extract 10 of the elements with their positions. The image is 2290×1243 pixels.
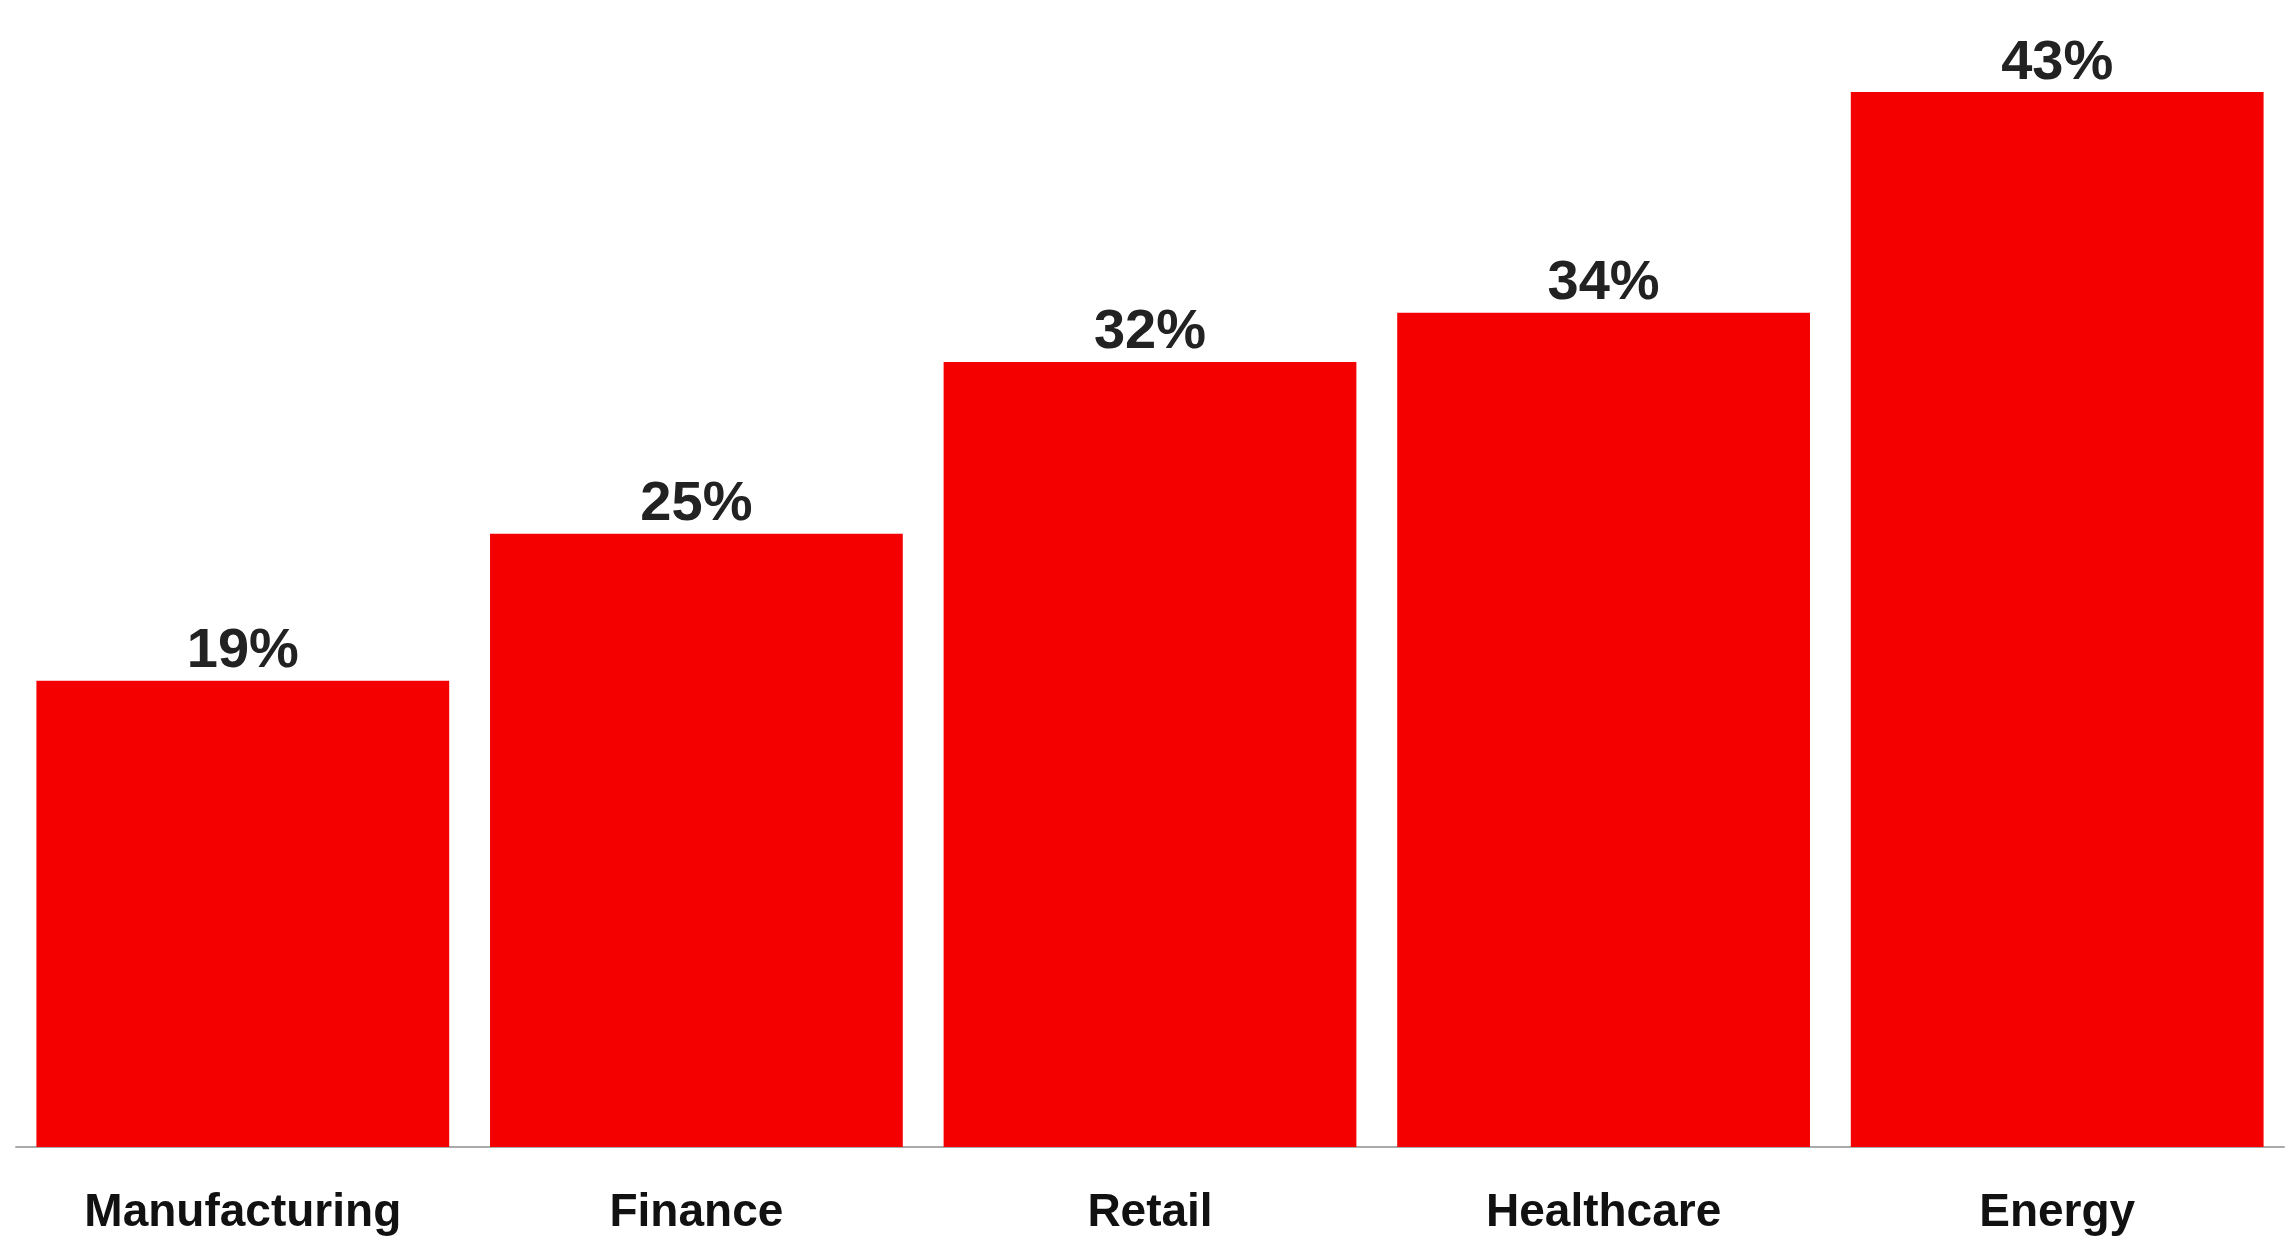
x-tick-label: Manufacturing	[84, 1184, 402, 1236]
data-label: 43%	[2001, 27, 2114, 91]
data-label: 32%	[1093, 297, 1207, 361]
data-label: 25%	[640, 469, 753, 533]
x-tick-label: Finance	[609, 1184, 784, 1236]
data-label: 19%	[186, 616, 299, 680]
x-tick-label: Retail	[1087, 1184, 1213, 1236]
x-tick-label: Healthcare	[1485, 1184, 1722, 1236]
data-label: 34%	[1547, 248, 1660, 312]
x-tick-label: Energy	[1979, 1184, 2136, 1236]
